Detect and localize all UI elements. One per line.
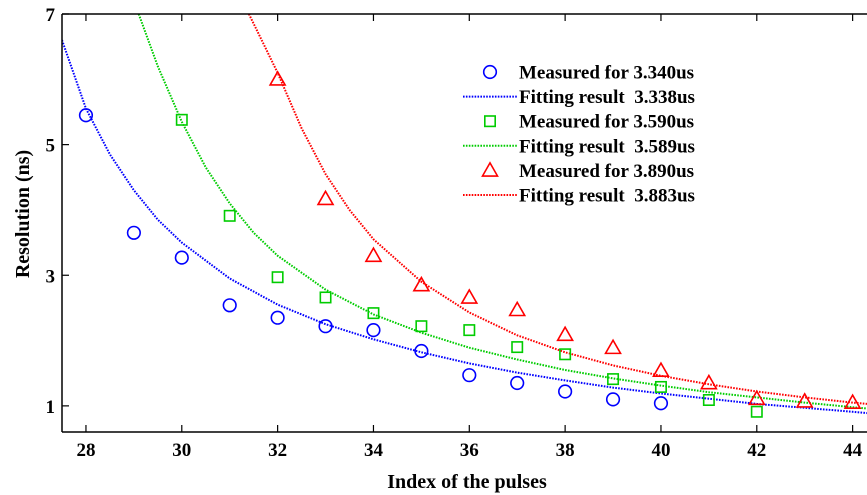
x-tick-label-38: 38 xyxy=(556,440,575,461)
x-tick-label-32: 32 xyxy=(268,440,287,461)
x-tick-label-34: 34 xyxy=(364,440,384,461)
point-measured-for-3-890us-0 xyxy=(268,70,287,86)
point-measured-for-3-340us-10 xyxy=(558,384,573,399)
point-measured-for-3-890us-8 xyxy=(652,361,670,378)
x-axis-label: Index of the pulses xyxy=(387,471,547,493)
point-measured-for-3-340us-0 xyxy=(78,108,94,123)
y-axis-label: Resolution (ns) xyxy=(12,150,34,278)
point-measured-for-3-890us-9 xyxy=(699,373,718,390)
point-measured-for-3-890us-5 xyxy=(508,300,527,317)
point-measured-for-3-340us-2 xyxy=(174,250,189,265)
point-measured-for-3-590us-7 xyxy=(511,341,524,354)
point-measured-for-3-590us-8 xyxy=(559,348,572,361)
legend-label-fitting-result-3-589us: Fitting result 3.589us xyxy=(519,136,695,157)
curve-fitting-result-3-883us xyxy=(248,14,867,405)
axes: 28 30 32 34 36 38 40 42 44 1 3 5 7 xyxy=(46,5,867,461)
point-measured-for-3-890us-4 xyxy=(460,288,479,304)
legend-label-fitting-result-3-338us: Fitting result 3.338us xyxy=(519,87,695,108)
point-measured-for-3-340us-9 xyxy=(510,375,525,391)
point-measured-for-3-340us-8 xyxy=(462,368,477,383)
legend-swatch-measured-for-3-890us xyxy=(481,161,499,177)
point-measured-for-3-340us-7 xyxy=(414,343,429,359)
legend-swatch-measured-for-3-590us xyxy=(483,115,496,128)
legend: Measured for 3.340us Fitting result 3.338… xyxy=(463,63,695,207)
point-measured-for-3-590us-2 xyxy=(271,271,284,284)
point-measured-for-3-590us-9 xyxy=(607,373,620,386)
x-tick-label-42: 42 xyxy=(747,440,766,461)
point-measured-for-3-890us-6 xyxy=(556,325,575,342)
x-tick-label-36: 36 xyxy=(460,440,479,461)
legend-label-measured-for-3-590us: Measured for 3.590us xyxy=(519,112,694,133)
y-tick-label-3: 3 xyxy=(46,266,56,287)
point-measured-for-3-590us-5 xyxy=(415,320,428,333)
point-measured-for-3-340us-4 xyxy=(270,310,285,325)
point-measured-for-3-590us-10 xyxy=(654,380,667,393)
point-measured-for-3-340us-5 xyxy=(318,319,333,334)
point-measured-for-3-590us-6 xyxy=(463,324,476,337)
x-tick-label-28: 28 xyxy=(76,440,95,461)
point-measured-for-3-340us-12 xyxy=(653,396,669,411)
y-tick-label-1: 1 xyxy=(46,397,56,418)
y-tick-label-7: 7 xyxy=(46,5,56,26)
point-measured-for-3-590us-12 xyxy=(750,405,763,418)
fit-curves xyxy=(62,14,867,415)
x-tick-label-40: 40 xyxy=(651,440,670,461)
legend-label-measured-for-3-890us: Measured for 3.890us xyxy=(519,161,694,182)
curve-fitting-result-3-338us xyxy=(62,39,867,415)
y-tick-label-5: 5 xyxy=(46,136,56,157)
point-measured-for-3-340us-6 xyxy=(366,323,381,338)
point-measured-for-3-890us-2 xyxy=(364,246,383,263)
legend-swatch-measured-for-3-340us xyxy=(482,64,498,80)
point-measured-for-3-590us-0 xyxy=(175,113,188,126)
x-tick-label-30: 30 xyxy=(172,440,191,461)
point-measured-for-3-340us-11 xyxy=(605,392,621,407)
legend-label-measured-for-3-340us: Measured for 3.340us xyxy=(519,63,694,84)
point-measured-for-3-890us-10 xyxy=(747,389,766,406)
point-measured-for-3-890us-3 xyxy=(412,275,431,292)
x-tick-label-44: 44 xyxy=(843,440,863,461)
point-measured-for-3-890us-11 xyxy=(795,392,814,408)
point-measured-for-3-590us-3 xyxy=(319,291,332,304)
curve-fitting-result-3-589us xyxy=(137,14,867,410)
point-measured-for-3-590us-11 xyxy=(702,393,715,406)
point-measured-for-3-590us-4 xyxy=(367,307,380,320)
data-markers xyxy=(78,70,862,418)
point-measured-for-3-890us-12 xyxy=(843,393,862,410)
point-measured-for-3-590us-1 xyxy=(223,209,236,222)
point-measured-for-3-340us-1 xyxy=(126,225,141,240)
point-measured-for-3-890us-1 xyxy=(316,189,335,206)
legend-label-fitting-result-3-883us: Fitting result 3.883us xyxy=(519,186,695,207)
point-measured-for-3-340us-3 xyxy=(222,298,237,313)
point-measured-for-3-890us-7 xyxy=(604,338,622,355)
